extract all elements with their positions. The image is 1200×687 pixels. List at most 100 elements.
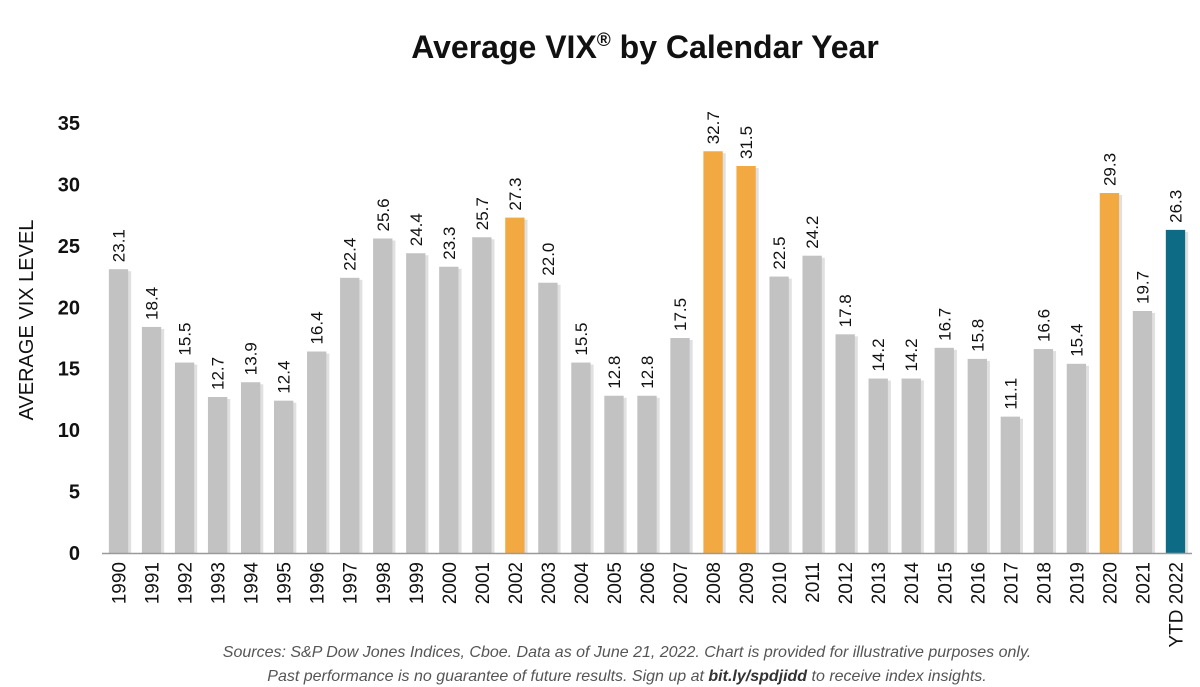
bar-ytd-2022 — [1165, 229, 1186, 553]
bar-2020 — [1099, 193, 1120, 553]
x-tick-label: 2013 — [869, 562, 890, 604]
data-label: 12.8 — [638, 356, 657, 389]
bar-1998 — [373, 238, 393, 553]
data-label: 25.7 — [473, 197, 492, 230]
data-label: 11.1 — [1001, 378, 1020, 410]
source-link: bit.ly/spdjidd — [708, 668, 808, 685]
x-tick-label: 2008 — [704, 562, 725, 604]
bar-1990 — [108, 269, 129, 553]
x-tick-label: 2017 — [1001, 562, 1022, 604]
y-axis-label: AVERAGE VIX LEVEL — [16, 220, 38, 421]
bar-2009 — [736, 166, 756, 553]
data-label: 27.3 — [506, 178, 525, 211]
y-tick-label: 25 — [58, 236, 80, 258]
bar-2006 — [637, 395, 657, 553]
source-note-line-1: Sources: S&P Dow Jones Indices, Cboe. Da… — [223, 644, 1031, 661]
bar-2017 — [1000, 416, 1020, 553]
data-labels-group: 23.1 18.4 15.5 12.7 13.9 12.4 16.4 22.4 25.6 24.4… — [110, 111, 1186, 409]
x-tick-label: 2020 — [1100, 562, 1121, 604]
bars-group — [108, 151, 1189, 553]
bar-2003 — [538, 282, 558, 553]
y-tick-label: 15 — [58, 359, 80, 381]
bar-2008 — [703, 151, 723, 553]
data-label: 14.2 — [869, 338, 888, 371]
x-tick-label: 2015 — [935, 562, 956, 604]
x-tick-label: 2003 — [539, 562, 560, 604]
bar-2011 — [802, 255, 822, 553]
y-axis-ticks: 0 5 10 15 20 25 30 35 — [58, 113, 80, 565]
bar-2019 — [1066, 363, 1087, 553]
data-label: 12.4 — [275, 361, 294, 394]
data-label: 32.7 — [704, 111, 723, 144]
bar-1999 — [406, 253, 426, 553]
x-tick-label: 2009 — [737, 562, 758, 604]
data-label: 26.3 — [1166, 190, 1185, 223]
chart-title: Average VIX® by Calendar Year — [411, 29, 879, 65]
data-label: 13.9 — [242, 342, 261, 375]
bar-2001 — [472, 237, 492, 553]
bar-1992 — [174, 362, 195, 553]
x-tick-label: 2007 — [671, 562, 692, 604]
x-tick-label: 1999 — [407, 562, 428, 604]
data-label: 18.4 — [143, 287, 162, 320]
y-tick-label: 0 — [69, 543, 80, 565]
x-tick-label: 1995 — [275, 562, 296, 604]
data-label: 16.7 — [935, 308, 954, 341]
x-tick-label: 2001 — [473, 562, 494, 604]
x-tick-label: 2012 — [836, 562, 857, 604]
y-tick-label: 5 — [69, 482, 80, 504]
x-tick-label: 2005 — [605, 562, 626, 604]
title-registered-mark: ® — [597, 30, 611, 51]
data-label: 31.5 — [737, 126, 756, 159]
data-label: 12.7 — [209, 357, 228, 390]
x-tick-label: 1994 — [242, 562, 263, 605]
y-tick-label: 35 — [58, 113, 80, 135]
data-label: 16.6 — [1034, 309, 1053, 342]
data-label: 23.3 — [440, 227, 459, 260]
data-label: 24.4 — [407, 213, 426, 246]
bar-2002 — [505, 217, 525, 553]
x-tick-label: 2021 — [1133, 562, 1154, 604]
bar-2013 — [868, 378, 888, 553]
data-label: 29.3 — [1100, 153, 1119, 186]
bar-2010 — [769, 276, 789, 553]
x-tick-label: 2006 — [638, 562, 659, 604]
data-label: 14.2 — [902, 338, 921, 371]
bar-1996 — [307, 351, 327, 553]
bar-2000 — [439, 266, 459, 553]
bar-1995 — [274, 400, 294, 553]
x-tick-label: 1997 — [341, 562, 362, 604]
bar-2014 — [901, 378, 921, 553]
x-tick-label: YTD 2022 — [1166, 562, 1187, 648]
x-tick-label: 2014 — [902, 562, 923, 605]
data-label: 16.4 — [308, 311, 327, 344]
x-axis-ticks: 1990 1991 1992 1993 1994 1995 1996 1997 1998 1999… — [110, 562, 1188, 648]
data-label: 22.0 — [539, 243, 558, 276]
bar-2021 — [1132, 310, 1153, 553]
data-label: 17.5 — [671, 298, 690, 331]
bar-1993 — [207, 396, 228, 553]
data-label: 12.8 — [605, 356, 624, 389]
x-tick-label: 2011 — [803, 562, 824, 603]
bar-2007 — [670, 338, 690, 553]
data-label: 19.7 — [1133, 271, 1152, 304]
data-label: 23.1 — [110, 229, 129, 262]
bar-1994 — [240, 382, 261, 553]
bar-2012 — [835, 334, 855, 553]
y-tick-label: 10 — [58, 420, 80, 442]
x-tick-label: 1998 — [374, 562, 395, 604]
x-tick-label: 2002 — [506, 562, 527, 604]
x-tick-label: 1990 — [110, 562, 131, 604]
y-tick-label: 20 — [58, 297, 80, 319]
x-tick-label: 2016 — [968, 562, 989, 604]
x-tick-label: 1996 — [308, 562, 329, 604]
data-label: 17.8 — [836, 294, 855, 327]
x-tick-label: 1992 — [176, 562, 197, 604]
data-label: 25.6 — [374, 198, 393, 231]
data-label: 15.4 — [1067, 324, 1086, 357]
x-tick-label: 1991 — [143, 562, 164, 604]
bar-2004 — [571, 362, 591, 553]
data-label: 15.5 — [572, 322, 591, 355]
bar-1991 — [141, 326, 162, 553]
